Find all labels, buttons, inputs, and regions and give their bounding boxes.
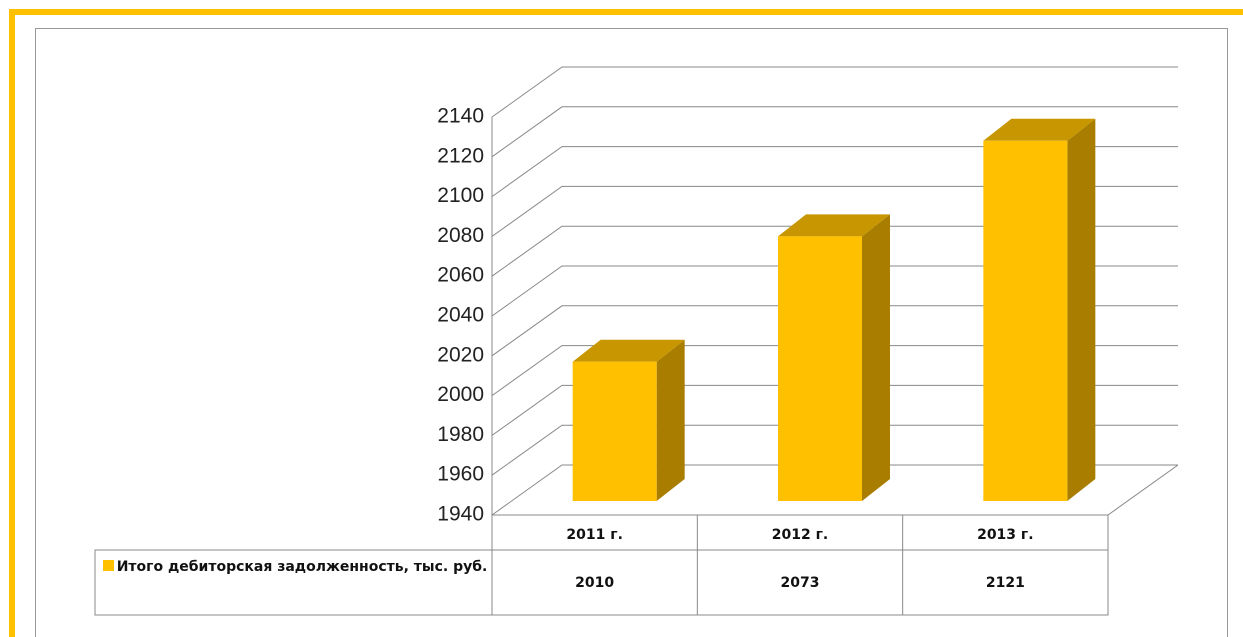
table-value: 2073 [781,575,820,591]
y-tick-label: 1980 [437,423,484,446]
grid-line [491,345,1178,397]
bar-top [572,339,685,362]
grid-line [491,66,1178,118]
legend-label: Итого дебиторская задолженность, тыс. ру… [116,559,488,575]
bar [572,361,657,501]
frame-left [9,9,15,637]
bar-side [1067,118,1096,501]
y-tick-label: 2020 [437,343,484,366]
frame-top [9,9,1243,15]
bar [778,236,862,501]
bar-top [778,214,890,237]
grid-line [491,185,1178,237]
bar-top [983,118,1096,141]
x-tick-label: 2012 г. [772,527,828,543]
y-tick-label: 2120 [437,144,484,167]
bar-side [656,339,685,501]
y-tick-label: 2100 [437,184,484,207]
grid-line [491,384,1178,436]
legend-cell: Итого дебиторская задолженность, тыс. ру… [100,554,490,612]
x-tick-label: 2011 г. [566,527,622,543]
y-tick-label: 2140 [437,105,484,128]
table-value-row [94,549,1109,616]
y-tick-label: 2060 [437,264,484,287]
bar-side [862,214,890,501]
grid-line [491,305,1178,357]
grid-line [491,146,1178,198]
grid-line [491,464,1178,516]
y-tick-label: 2080 [437,224,484,247]
y-tick-label: 2040 [437,304,484,327]
x-tick-label: 2013 г. [977,527,1033,543]
table-value: 2121 [986,575,1025,591]
table-value: 2010 [575,575,614,591]
y-tick-label: 1940 [437,503,484,526]
grid-line [491,265,1178,317]
grid-line [491,106,1178,158]
grid-line [491,424,1178,476]
y-tick-label: 2000 [437,383,484,406]
bar [983,140,1068,501]
grid-line [491,225,1178,277]
legend-swatch [102,560,114,571]
y-tick-label: 1960 [437,463,484,486]
